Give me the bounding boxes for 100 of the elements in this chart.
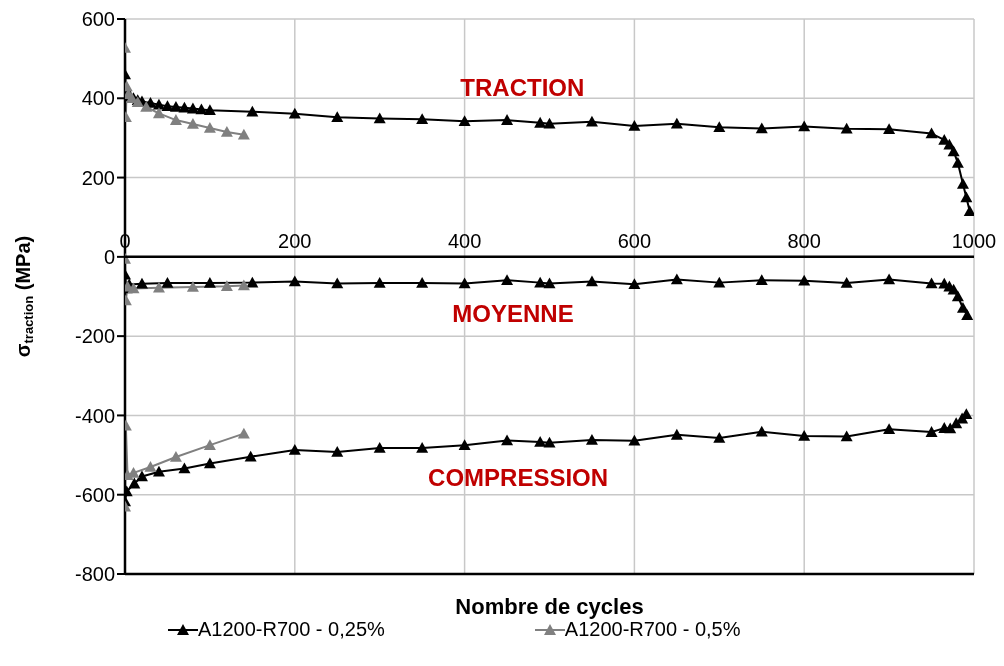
point [416,441,429,453]
x-tick-label: 800 [787,229,821,252]
point [585,434,598,445]
point [203,439,216,450]
point [585,115,598,127]
point [840,122,853,134]
y-tick-label: -800 [74,563,115,586]
point [925,277,938,289]
point [288,107,301,119]
point [288,443,301,455]
y-tick-label: 0 [103,245,115,268]
point [628,434,641,446]
point [246,105,259,117]
point [925,127,938,139]
point [169,451,182,462]
point [416,277,429,288]
point [713,121,726,133]
point [373,441,386,453]
point [186,118,199,129]
point [161,277,174,288]
point [798,120,811,132]
point [925,426,938,437]
point [178,462,191,474]
point [883,123,896,135]
point [628,278,641,290]
point [755,122,768,134]
point [128,477,141,489]
point [220,280,233,291]
x-tick-label: 600 [617,229,652,252]
x-axis-title: Nombre de cycles [455,594,644,619]
point [169,114,182,125]
point [670,117,683,129]
point [152,281,165,293]
point [883,273,896,285]
point [237,427,250,439]
point [961,309,974,320]
point [458,277,471,289]
point [244,450,257,462]
point [203,277,216,288]
point [237,279,250,291]
point [963,205,974,217]
point [840,430,853,442]
point [950,417,963,429]
point [458,439,471,450]
point [416,113,429,125]
point [501,434,514,446]
point [373,277,386,288]
x-tick-label: 1000 [951,229,997,252]
point [713,432,726,443]
point [951,156,964,168]
point [203,457,216,469]
point [840,277,853,288]
point [960,191,973,203]
y-tick-label: -400 [74,404,115,427]
point [144,460,157,472]
point [585,275,598,287]
point [543,277,556,289]
point [288,275,301,287]
annotation: MOYENNE [452,300,574,328]
point [331,111,344,123]
point [628,120,641,131]
annotation: COMPRESSION [428,464,609,492]
point [220,125,233,137]
point [501,274,514,286]
x-tick-label: 400 [447,229,482,252]
y-tick-label: 400 [81,87,115,110]
point [373,112,386,124]
y-tick-label: -600 [74,483,115,506]
legend-label: A1200-R700 - 0,5% [564,618,741,641]
point [755,274,768,286]
point [501,114,514,125]
y-tick-label: 600 [81,8,115,31]
point [331,445,344,457]
point [169,101,182,112]
point [203,104,216,115]
point [458,115,471,127]
point [135,470,148,482]
point [670,273,683,285]
y-tick-label: -200 [74,325,115,348]
point [947,145,960,157]
point [798,430,811,441]
point [713,276,726,288]
point [135,277,148,289]
point [543,117,556,129]
point [670,428,683,440]
annotation: TRACTION [460,73,585,101]
point [755,425,768,437]
point [186,280,199,292]
point [951,290,964,302]
x-tick-label: 200 [278,229,312,252]
point [956,177,969,189]
point [152,107,165,119]
legend-label: A1200-R700 - 0,25% [198,618,385,641]
point [883,423,896,435]
point [203,122,216,133]
point [152,465,165,477]
point [543,436,556,448]
point [331,277,344,289]
y-tick-label: 200 [81,166,115,189]
point [127,282,140,294]
